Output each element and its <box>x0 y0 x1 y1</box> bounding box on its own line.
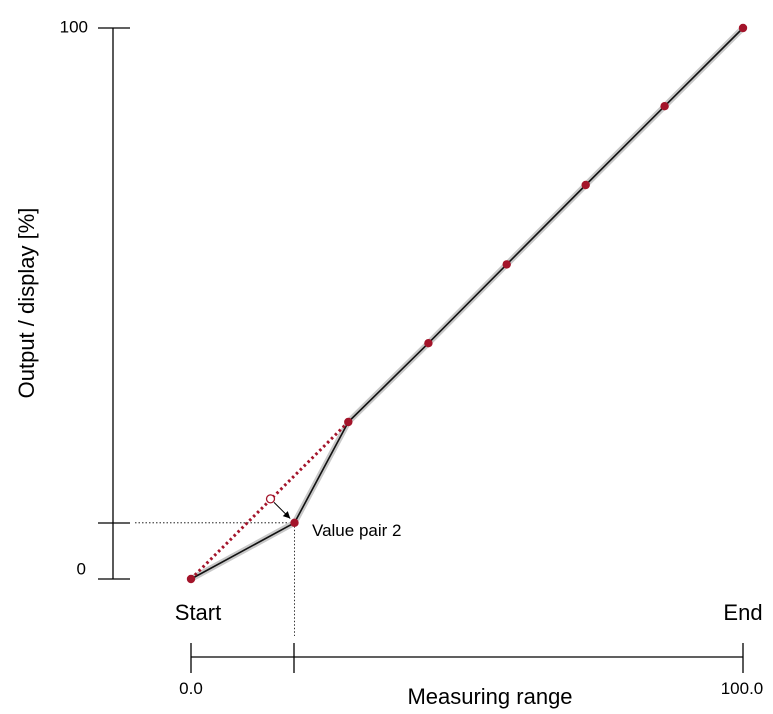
value-pair-2-label: Value pair 2 <box>312 521 401 540</box>
correction-arrow-head <box>282 511 291 519</box>
data-point-2 <box>290 518 299 527</box>
y-tick-label-top: 100 <box>60 17 88 36</box>
y-axis-label: Output / display [%] <box>14 208 39 399</box>
x-tick-label-start: 0.0 <box>179 679 203 698</box>
data-point-4 <box>424 339 433 348</box>
data-point-5 <box>502 260 511 269</box>
data-point-1 <box>186 574 196 584</box>
series-line <box>190 27 744 580</box>
x-tick-label-end: 100.0 <box>721 679 764 698</box>
data-point-3 <box>344 417 353 427</box>
data-point-6 <box>581 180 590 190</box>
ideal-point-marker <box>265 494 276 504</box>
x-axis-label: Measuring range <box>407 684 572 709</box>
start-label: Start <box>175 600 221 625</box>
y-tick-label-bottom: 0 <box>77 559 86 578</box>
end-label: End <box>723 600 762 625</box>
data-point-8 <box>738 23 748 33</box>
data-point-7 <box>660 102 669 111</box>
